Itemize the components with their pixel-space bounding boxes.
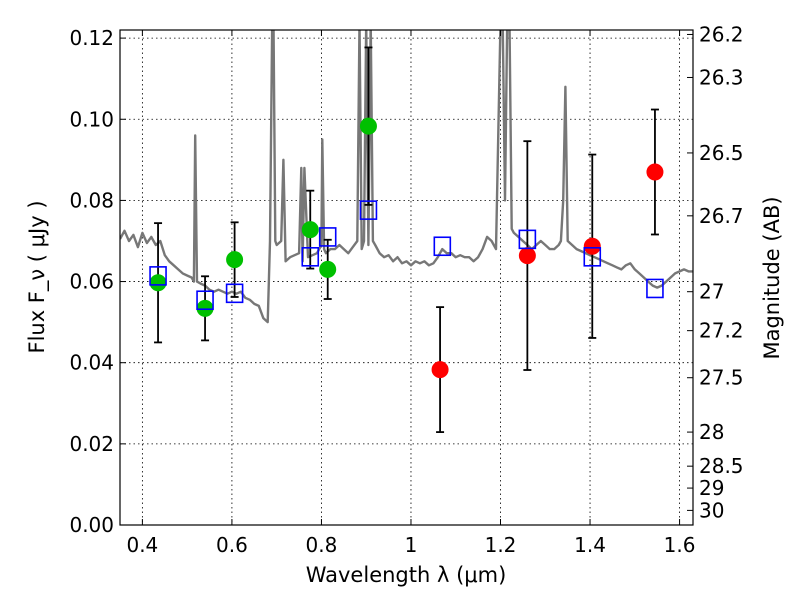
model-square-marker (301, 247, 320, 267)
y-tick-label: 0.04 (69, 351, 114, 375)
observed-point-marker (149, 274, 167, 292)
right-tick-label: 26.5 (699, 141, 744, 165)
grid-lines (120, 30, 693, 525)
observed-point-marker (319, 260, 337, 278)
model-square-marker (318, 227, 337, 247)
model-square-marker (646, 278, 664, 299)
model-square-marker (149, 266, 167, 286)
right-tick-label: 27.5 (699, 366, 744, 390)
right-axis-label: Magnitude (AB) (760, 196, 784, 359)
right-tick-label: 28 (699, 420, 724, 444)
right-tick-label: 26.2 (699, 22, 744, 46)
y-tick-label: 0.00 (69, 513, 114, 537)
x-axis-label: Wavelength λ (μm) (306, 563, 507, 587)
y-axis-ticks: 0.00 0.02 0.04 0.06 0.08 0.10 0.12 (69, 26, 126, 537)
y-axis-label: Flux F_ν ( μJy ) (25, 200, 50, 353)
observed-point-marker (196, 299, 214, 317)
right-tick-label: 26.3 (699, 65, 744, 89)
observed-point-marker (226, 251, 244, 269)
right-tick-label: 29 (699, 476, 724, 500)
right-tick-label: 28.5 (699, 454, 744, 478)
spectrum-line (120, 30, 693, 324)
model-square-marker (518, 229, 537, 250)
model-square-marker (196, 290, 214, 311)
x-axis-ticks: 0.4 0.6 0.8 1 1.2 1.4 1.6 (126, 30, 695, 557)
y-tick-label: 0.02 (69, 432, 114, 456)
observed-point-marker (646, 163, 664, 181)
x-tick-label: 1.4 (574, 533, 606, 557)
y-tick-label: 0.08 (69, 188, 114, 212)
x-tick-label: 1.6 (664, 533, 696, 557)
right-tick-label: 26.7 (699, 204, 744, 228)
observed-point-marker (431, 361, 449, 379)
x-tick-label: 0.6 (216, 533, 248, 557)
x-tick-label: 0.4 (126, 533, 158, 557)
observed-point-marker (583, 237, 601, 255)
observed-point-marker (359, 117, 377, 135)
y-tick-label: 0.10 (69, 107, 114, 131)
right-tick-label: 27 (699, 280, 724, 304)
data-markers (149, 117, 664, 379)
right-tick-label: 27.2 (699, 319, 744, 343)
observed-point-marker (301, 221, 319, 239)
y-tick-label: 0.06 (69, 270, 114, 294)
plot-frame (119, 29, 694, 526)
observed-point-marker (518, 247, 536, 265)
y-tick-label: 0.12 (69, 26, 114, 50)
model-square-marker (225, 283, 244, 304)
model-square-marker (359, 200, 378, 220)
right-tick-label: 30 (699, 498, 724, 522)
model-spectrum (120, 30, 693, 324)
x-tick-label: 1.2 (485, 533, 517, 557)
error-bars (154, 46, 659, 433)
x-tick-label: 0.8 (306, 533, 338, 557)
model-square-marker (583, 247, 602, 267)
x-tick-label: 1 (405, 533, 418, 557)
model-square-marker (433, 236, 452, 257)
